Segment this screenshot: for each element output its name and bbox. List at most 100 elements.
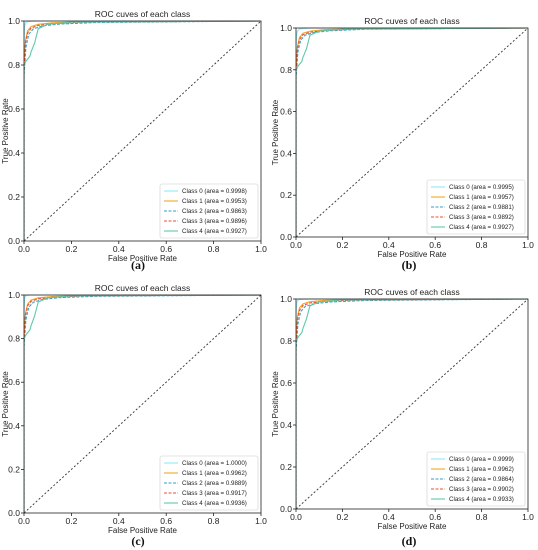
legend-label-class-3: Class 3 (area = 0.9896) [182,218,247,225]
y-tick-label: 0.0 [280,504,292,514]
legend-label-class-0: Class 0 (area = 0.9999) [449,456,514,463]
y-tick-label: 1.0 [8,290,20,300]
diagonal-reference-line [24,294,261,513]
x-tick-label: 0.0 [290,512,302,522]
y-tick-label: 1.0 [8,16,20,26]
y-tick-label: 0.6 [8,104,20,114]
legend-box [426,179,526,235]
y-tick-label: 0.4 [280,420,292,430]
legend-box [159,455,259,511]
chart-title: ROC cuves of each class [95,283,190,293]
legend-label-class-2: Class 2 (area = 0.9863) [182,208,247,215]
y-tick-label: 0.0 [280,232,292,242]
roc-curve-class-3 [296,298,528,509]
y-tick-label: 0.4 [8,148,20,158]
y-tick-label: 0.2 [280,462,292,472]
y-tick-label: 0.0 [8,236,20,246]
x-tick-label: 1.0 [255,516,267,526]
legend-label-class-1: Class 1 (area = 0.9953) [182,198,247,205]
y-tick-label: 0.2 [8,192,20,202]
x-axis-label: False Positive Rate [108,254,177,263]
legend-label-class-0: Class 0 (area = 1.0000) [182,460,247,467]
plot-frame [295,298,529,510]
x-tick-label: 1.0 [522,240,534,250]
x-tick-label: 0.0 [290,240,302,250]
x-tick-label: 0.8 [476,240,488,250]
roc-chart-d: ROC cuves of each class 0.0 0.2 0.4 0.6 0.8 1.… [270,275,538,537]
legend-label-class-1: Class 1 (area = 0.9962) [449,466,514,473]
legend-label-class-3: Class 3 (area = 0.9902) [449,486,514,493]
x-tick-label: 0.0 [18,516,30,526]
chart-title: ROC cuves of each class [364,16,459,26]
y-tick-label: 0.4 [8,421,20,431]
x-tick-label: 0.8 [208,244,220,254]
roc-chart-a-svg: ROC cuves of each class 0.0 0.2 0.4 0.6 0.8 1.… [1,9,267,263]
y-tick-label: 0.8 [280,65,292,75]
y-axis-label: True Positive Rate [1,98,10,164]
legend-label-class-0: Class 0 (area = 0.9998) [182,188,247,195]
legend-label-class-1: Class 1 (area = 0.9962) [182,470,247,477]
legend-label-class-3: Class 3 (area = 0.9892) [449,214,514,221]
roc-chart-b: ROC cuves of each class 0.0 0.2 0.4 0.6 0.8 1.… [270,0,538,270]
plot-frame [295,27,529,238]
chart-title: ROC cuves of each class [364,287,459,297]
x-tick-label: 0.6 [429,512,441,522]
x-tick-label: 0.2 [65,516,77,526]
y-tick-label: 0.6 [280,107,292,117]
diagonal-reference-line [296,27,528,237]
x-tick-label: 0.2 [336,240,348,250]
x-tick-label: 0.4 [383,512,395,522]
plot-frame [23,20,262,242]
roc-curve-class-4 [296,298,528,509]
roc-chart-b-svg: ROC cuves of each class 0.0 0.2 0.4 0.6 0.8 1.… [271,16,534,259]
x-axis-label: False Positive Rate [378,522,447,531]
y-tick-label: 0.0 [8,508,20,518]
legend-label-class-2: Class 2 (area = 0.9864) [449,476,514,483]
legend: Class 0 (area = 0.9995) Class 1 (area = 0… [426,179,526,235]
y-tick-label: 0.8 [280,336,292,346]
caption-b: (b) [401,258,417,272]
legend-label-class-2: Class 2 (area = 0.9889) [182,480,247,487]
y-tick-label: 0.8 [8,60,20,70]
x-tick-label: 0.8 [476,512,488,522]
y-tick-label: 0.4 [280,148,292,158]
y-tick-label: 0.2 [8,464,20,474]
y-tick-label: 0.8 [8,334,20,344]
caption-c: (c) [131,534,145,548]
y-axis-label: True Positive Rate [271,371,280,437]
y-tick-label: 1.0 [280,294,292,304]
y-tick-label: 0.6 [280,378,292,388]
y-tick-label: 1.0 [280,23,292,33]
legend-label-class-4: Class 4 (area = 0.9933) [449,496,514,503]
roc-curve-class-3 [24,294,261,513]
legend: Class 0 (area = 0.9998) Class 1 (area = 0… [159,183,259,239]
roc-curve-class-4 [24,20,261,241]
x-tick-label: 0.4 [383,240,395,250]
x-tick-label: 1.0 [522,512,534,522]
legend-label-class-4: Class 4 (area = 0.9927) [182,228,247,235]
roc-curve-class-2 [24,294,261,513]
legend-box [426,451,526,507]
x-tick-label: 0.2 [65,244,77,254]
roc-chart-d-svg: ROC cuves of each class 0.0 0.2 0.4 0.6 0.8 1.… [271,287,534,531]
x-tick-label: 0.2 [336,512,348,522]
x-tick-label: 0.4 [113,244,125,254]
y-axis-label: True Positive Rate [271,99,280,165]
x-tick-label: 1.0 [255,244,267,254]
plot-frame [23,294,262,514]
x-axis-label: False Positive Rate [378,250,447,259]
x-tick-label: 0.6 [160,244,172,254]
y-tick-label: 0.2 [280,190,292,200]
roc-chart-c-svg: ROC cuves of each class 0.0 0.2 0.4 0.6 0.8 1.… [1,283,267,535]
y-tick-label: 0.6 [8,377,20,387]
legend-label-class-2: Class 2 (area = 0.9881) [449,204,514,211]
legend-box [159,183,259,239]
legend-label-class-1: Class 1 (area = 0.9957) [449,194,514,201]
x-tick-label: 0.6 [160,516,172,526]
x-tick-label: 0.6 [429,240,441,250]
legend-label-class-0: Class 0 (area = 0.9995) [449,184,514,191]
x-tick-label: 0.4 [113,516,125,526]
legend: Class 0 (area = 0.9999) Class 1 (area = 0… [426,451,526,507]
y-axis-label: True Positive Rate [1,371,10,437]
diagonal-reference-line [296,298,528,509]
